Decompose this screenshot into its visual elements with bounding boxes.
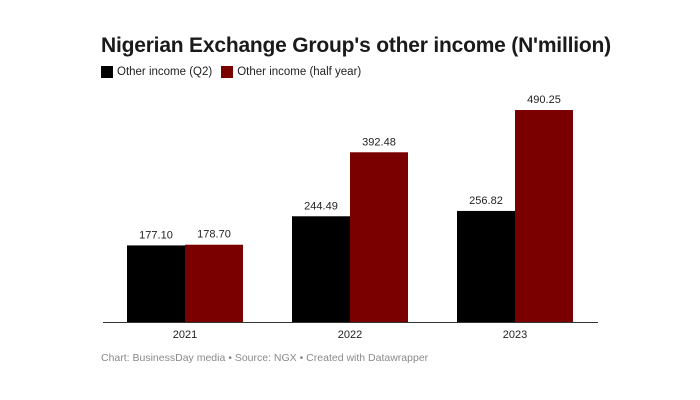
legend-label-q2: Other income (Q2) — [117, 66, 213, 78]
bar-2023-q2 — [457, 210, 515, 322]
legend-item-half-year: Other income (half year) — [221, 66, 361, 78]
bar-2022-q2 — [292, 216, 350, 322]
legend-swatch-q2 — [101, 66, 113, 78]
bar-2021-q2 — [127, 245, 185, 322]
data-label-2022-half-year: 392.48 — [362, 136, 396, 148]
bar-2021-half-year — [185, 244, 243, 322]
data-label-2022-q2: 244.49 — [304, 200, 338, 212]
data-label-2021-half-year: 178.70 — [197, 229, 231, 241]
chart-footer: Chart: BusinessDay media • Source: NGX •… — [101, 352, 429, 364]
x-tick-label-2021: 2021 — [173, 329, 197, 341]
bar-2022-half-year — [350, 152, 408, 322]
legend-label-half-year: Other income (half year) — [237, 66, 362, 78]
legend-swatch-half-year — [221, 66, 234, 78]
data-label-2023-half-year: 490.25 — [527, 94, 561, 106]
chart-title: Nigerian Exchange Group's other income (… — [101, 34, 611, 57]
x-tick-label-2022: 2022 — [338, 329, 362, 341]
bar-2023-half-year — [515, 110, 573, 322]
legend: Other income (Q2) Other income (half yea… — [101, 66, 370, 78]
legend-item-q2: Other income (Q2) — [101, 66, 212, 78]
data-label-2023-q2: 256.82 — [469, 195, 503, 207]
x-tick-label-2023: 2023 — [503, 329, 527, 341]
data-label-2021-q2: 177.10 — [139, 229, 173, 241]
